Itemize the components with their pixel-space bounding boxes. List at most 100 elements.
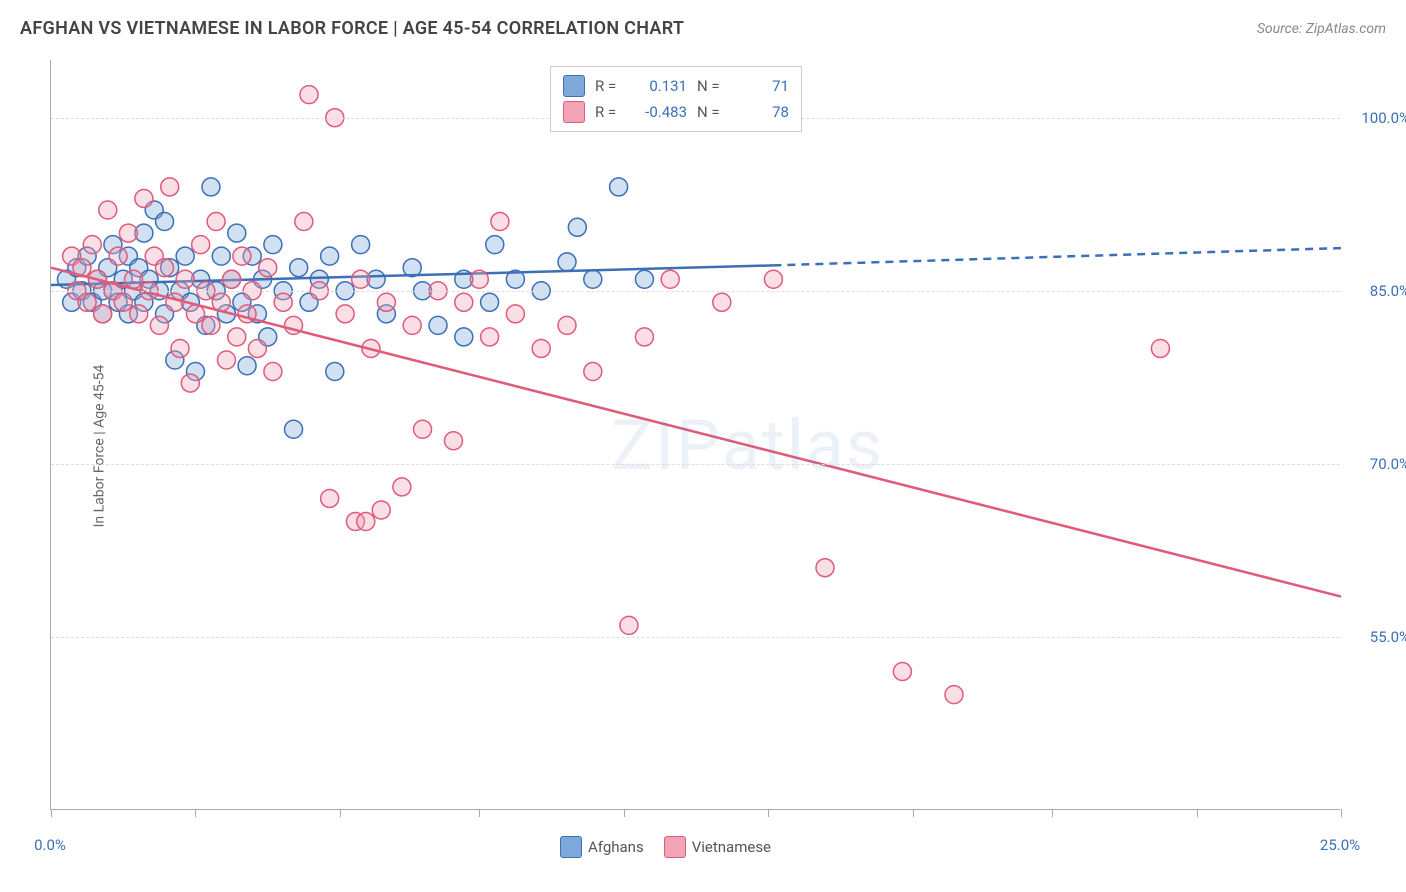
data-point <box>816 559 834 577</box>
data-point <box>125 270 143 288</box>
data-point <box>176 247 194 265</box>
legend-swatch <box>563 101 585 123</box>
data-point <box>228 224 246 242</box>
chart-title: AFGHAN VS VIETNAMESE IN LABOR FORCE | AG… <box>20 18 684 39</box>
legend-swatch <box>560 836 582 858</box>
data-point <box>212 247 230 265</box>
data-point <box>202 178 220 196</box>
data-point <box>238 357 256 375</box>
legend-n-label: N = <box>697 77 727 95</box>
x-min-label: 0.0% <box>34 836 66 854</box>
data-point <box>336 305 354 323</box>
data-point <box>207 213 225 231</box>
data-point <box>352 270 370 288</box>
data-point <box>321 489 339 507</box>
legend-r-label: R = <box>595 77 625 95</box>
data-point <box>532 339 550 357</box>
legend-label: Afghans <box>588 838 644 856</box>
data-point <box>109 247 127 265</box>
data-point <box>150 316 168 334</box>
legend-row: R =0.131N =71 <box>563 73 789 99</box>
data-point <box>455 328 473 346</box>
data-point <box>171 339 189 357</box>
data-point <box>264 236 282 254</box>
data-point <box>470 270 488 288</box>
data-point <box>166 293 184 311</box>
data-point <box>156 213 174 231</box>
data-point <box>1151 339 1169 357</box>
data-point <box>486 236 504 254</box>
legend-r-value: -0.483 <box>635 103 687 121</box>
plot-area: ZIPatlas 55.0%70.0%85.0%100.0% <box>50 60 1340 810</box>
x-tick <box>624 809 625 817</box>
y-tick-label: 85.0% <box>1350 282 1406 300</box>
legend-n-label: N = <box>697 103 727 121</box>
y-tick-label: 100.0% <box>1350 109 1406 127</box>
data-point <box>285 420 303 438</box>
data-point <box>156 259 174 277</box>
legend-correlation: R =0.131N =71R =-0.483N =78 <box>550 66 802 132</box>
gridline <box>51 464 1340 465</box>
data-point <box>491 213 509 231</box>
gridline <box>51 637 1340 638</box>
data-point <box>94 305 112 323</box>
data-point <box>228 328 246 346</box>
data-point <box>135 189 153 207</box>
data-point <box>372 501 390 519</box>
y-tick-label: 55.0% <box>1350 628 1406 646</box>
legend-r-label: R = <box>595 103 625 121</box>
data-point <box>321 247 339 265</box>
legend-row: R =-0.483N =78 <box>563 99 789 125</box>
x-max-label: 25.0% <box>1320 836 1360 854</box>
data-point <box>130 305 148 323</box>
data-point <box>584 270 602 288</box>
legend-label: Vietnamese <box>692 838 771 856</box>
data-point <box>176 270 194 288</box>
source-label: Source: ZipAtlas.com <box>1257 21 1386 37</box>
chart-svg <box>51 60 1340 809</box>
data-point <box>259 259 277 277</box>
data-point <box>290 259 308 277</box>
x-tick <box>1052 809 1053 817</box>
data-point <box>223 270 241 288</box>
data-point <box>233 247 251 265</box>
data-point <box>161 178 179 196</box>
data-point <box>403 316 421 334</box>
x-tick <box>51 809 52 817</box>
data-point <box>114 293 132 311</box>
data-point <box>713 293 731 311</box>
data-point <box>377 293 395 311</box>
x-tick <box>479 809 480 817</box>
legend-item: Afghans <box>560 836 644 858</box>
data-point <box>300 86 318 104</box>
data-point <box>217 351 235 369</box>
data-point <box>481 328 499 346</box>
data-point <box>568 218 586 236</box>
data-point <box>414 420 432 438</box>
data-point <box>893 663 911 681</box>
data-point <box>83 236 101 254</box>
data-point <box>78 293 96 311</box>
x-tick <box>768 809 769 817</box>
data-point <box>455 293 473 311</box>
data-point <box>506 305 524 323</box>
data-point <box>620 616 638 634</box>
data-point <box>264 363 282 381</box>
data-point <box>186 305 204 323</box>
data-point <box>326 363 344 381</box>
data-point <box>610 178 628 196</box>
y-tick-label: 70.0% <box>1350 455 1406 473</box>
x-tick <box>340 809 341 817</box>
legend-n-value: 71 <box>737 77 789 95</box>
data-point <box>119 224 137 242</box>
data-point <box>945 686 963 704</box>
trend-line <box>51 268 1341 597</box>
data-point <box>429 316 447 334</box>
gridline <box>51 291 1340 292</box>
data-point <box>558 316 576 334</box>
x-tick <box>1197 809 1198 817</box>
data-point <box>584 363 602 381</box>
data-point <box>558 253 576 271</box>
data-point <box>357 513 375 531</box>
data-point <box>481 293 499 311</box>
